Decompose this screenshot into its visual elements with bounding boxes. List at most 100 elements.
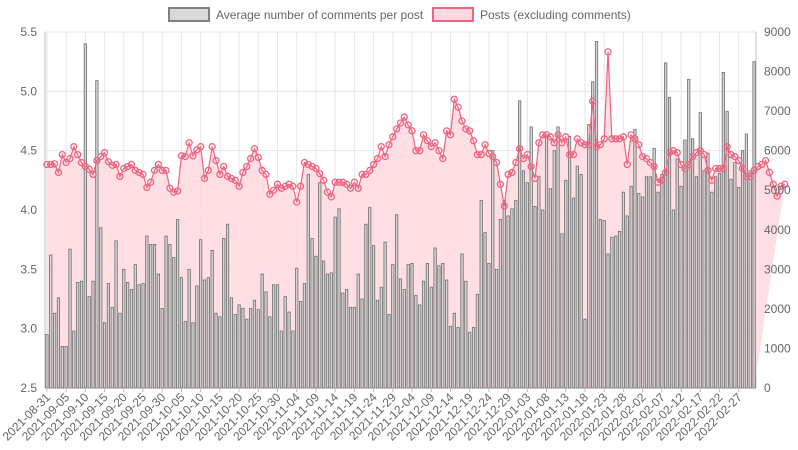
bar-avg-comments [83, 43, 87, 389]
posts-point [523, 150, 531, 159]
posts-point [473, 150, 482, 159]
posts-point [669, 147, 678, 155]
posts-point [427, 143, 435, 151]
bar-avg-comments [725, 111, 729, 389]
right-tick-label: 3000 [764, 262, 791, 276]
posts-point [139, 170, 147, 179]
bar-avg-comments [514, 200, 518, 389]
posts-point [469, 137, 478, 145]
bar-avg-comments [533, 206, 537, 389]
bar-avg-comments [122, 268, 126, 389]
posts-point [735, 156, 743, 165]
bar-avg-comments [199, 239, 203, 389]
posts-point [585, 141, 593, 149]
legend-item-posts[interactable]: Posts (excluding comments) [432, 7, 631, 22]
bar-avg-comments [564, 179, 568, 389]
legend-swatch-comments [168, 7, 210, 22]
bar-avg-comments [233, 314, 237, 389]
bar-avg-comments [114, 240, 118, 389]
bar-avg-comments [53, 312, 57, 389]
posts-point [131, 166, 139, 175]
posts-point [650, 162, 658, 171]
bar-avg-comments [641, 196, 645, 389]
posts-point [765, 168, 774, 177]
posts-point [173, 187, 182, 195]
bar-avg-comments [218, 316, 222, 389]
posts-point [366, 166, 374, 175]
posts-point [289, 182, 297, 190]
posts-point [416, 147, 424, 155]
posts-point [577, 139, 585, 147]
bar-avg-comments [644, 176, 649, 389]
bar-avg-comments [68, 248, 72, 389]
posts-point [377, 143, 385, 151]
posts-point [400, 113, 408, 121]
bar-avg-comments [579, 173, 583, 389]
posts-point [612, 135, 620, 143]
posts-point [700, 150, 708, 159]
bar-avg-comments [452, 312, 456, 389]
bar-avg-comments [241, 308, 245, 389]
bar-avg-comments [521, 170, 526, 389]
bar-avg-comments [318, 182, 322, 389]
legend-swatch-posts [432, 7, 474, 22]
bar-avg-comments [456, 327, 460, 389]
posts-point [196, 143, 205, 151]
bar-avg-comments [733, 162, 737, 389]
bar-avg-comments [421, 280, 426, 389]
posts-point [339, 178, 347, 186]
bar-avg-comments [79, 280, 84, 389]
posts-point [327, 193, 335, 201]
posts-point [66, 154, 74, 163]
bar-avg-comments [395, 214, 399, 389]
left-y-axis: 2.5 3.0 3.5 4.0 4.5 5.0 5.5 [20, 25, 37, 395]
posts-point [662, 168, 670, 177]
posts-point [316, 169, 324, 178]
posts-point [170, 188, 178, 196]
posts-point [673, 148, 681, 157]
posts-point [77, 158, 86, 167]
posts-point [646, 158, 654, 167]
posts-point [258, 166, 266, 175]
posts-point [508, 168, 516, 177]
posts-point [54, 168, 63, 177]
bar-avg-comments [629, 185, 633, 389]
bar-avg-comments [621, 191, 625, 389]
posts-point [404, 121, 412, 129]
bar-avg-comments [329, 272, 333, 389]
posts-point [462, 125, 470, 133]
bar-avg-comments [110, 306, 114, 389]
bar-avg-comments [652, 147, 656, 389]
posts-point [769, 180, 777, 188]
bar-avg-comments [752, 61, 756, 389]
legend-item-comments[interactable]: Average number of comments per post [168, 7, 424, 22]
bar-avg-comments [364, 223, 368, 389]
posts-point [477, 150, 485, 159]
posts-point [312, 164, 320, 173]
posts-point [742, 172, 751, 181]
posts-point [116, 172, 124, 181]
right-tick-label: 2000 [764, 302, 791, 316]
posts-point [608, 135, 616, 143]
bar-avg-comments [283, 296, 287, 389]
posts-point [181, 152, 189, 161]
posts-point [738, 164, 747, 173]
posts-point [723, 143, 731, 151]
posts-point [273, 180, 282, 188]
posts-point [177, 152, 186, 160]
left-tick-label: 3.5 [20, 262, 37, 276]
posts-point [239, 168, 247, 177]
bar-avg-comments [379, 286, 383, 389]
posts-point [254, 153, 262, 162]
posts-point [358, 170, 366, 179]
posts-point [308, 162, 316, 171]
bar-avg-comments [506, 215, 510, 389]
bar-avg-comments [598, 219, 602, 389]
bar-avg-comments [264, 291, 268, 389]
bar-avg-comments [172, 257, 176, 389]
bar-avg-comments [664, 62, 668, 389]
bar-avg-comments [706, 152, 710, 389]
bar-avg-comments [740, 150, 745, 389]
bar-avg-comments [667, 96, 672, 389]
